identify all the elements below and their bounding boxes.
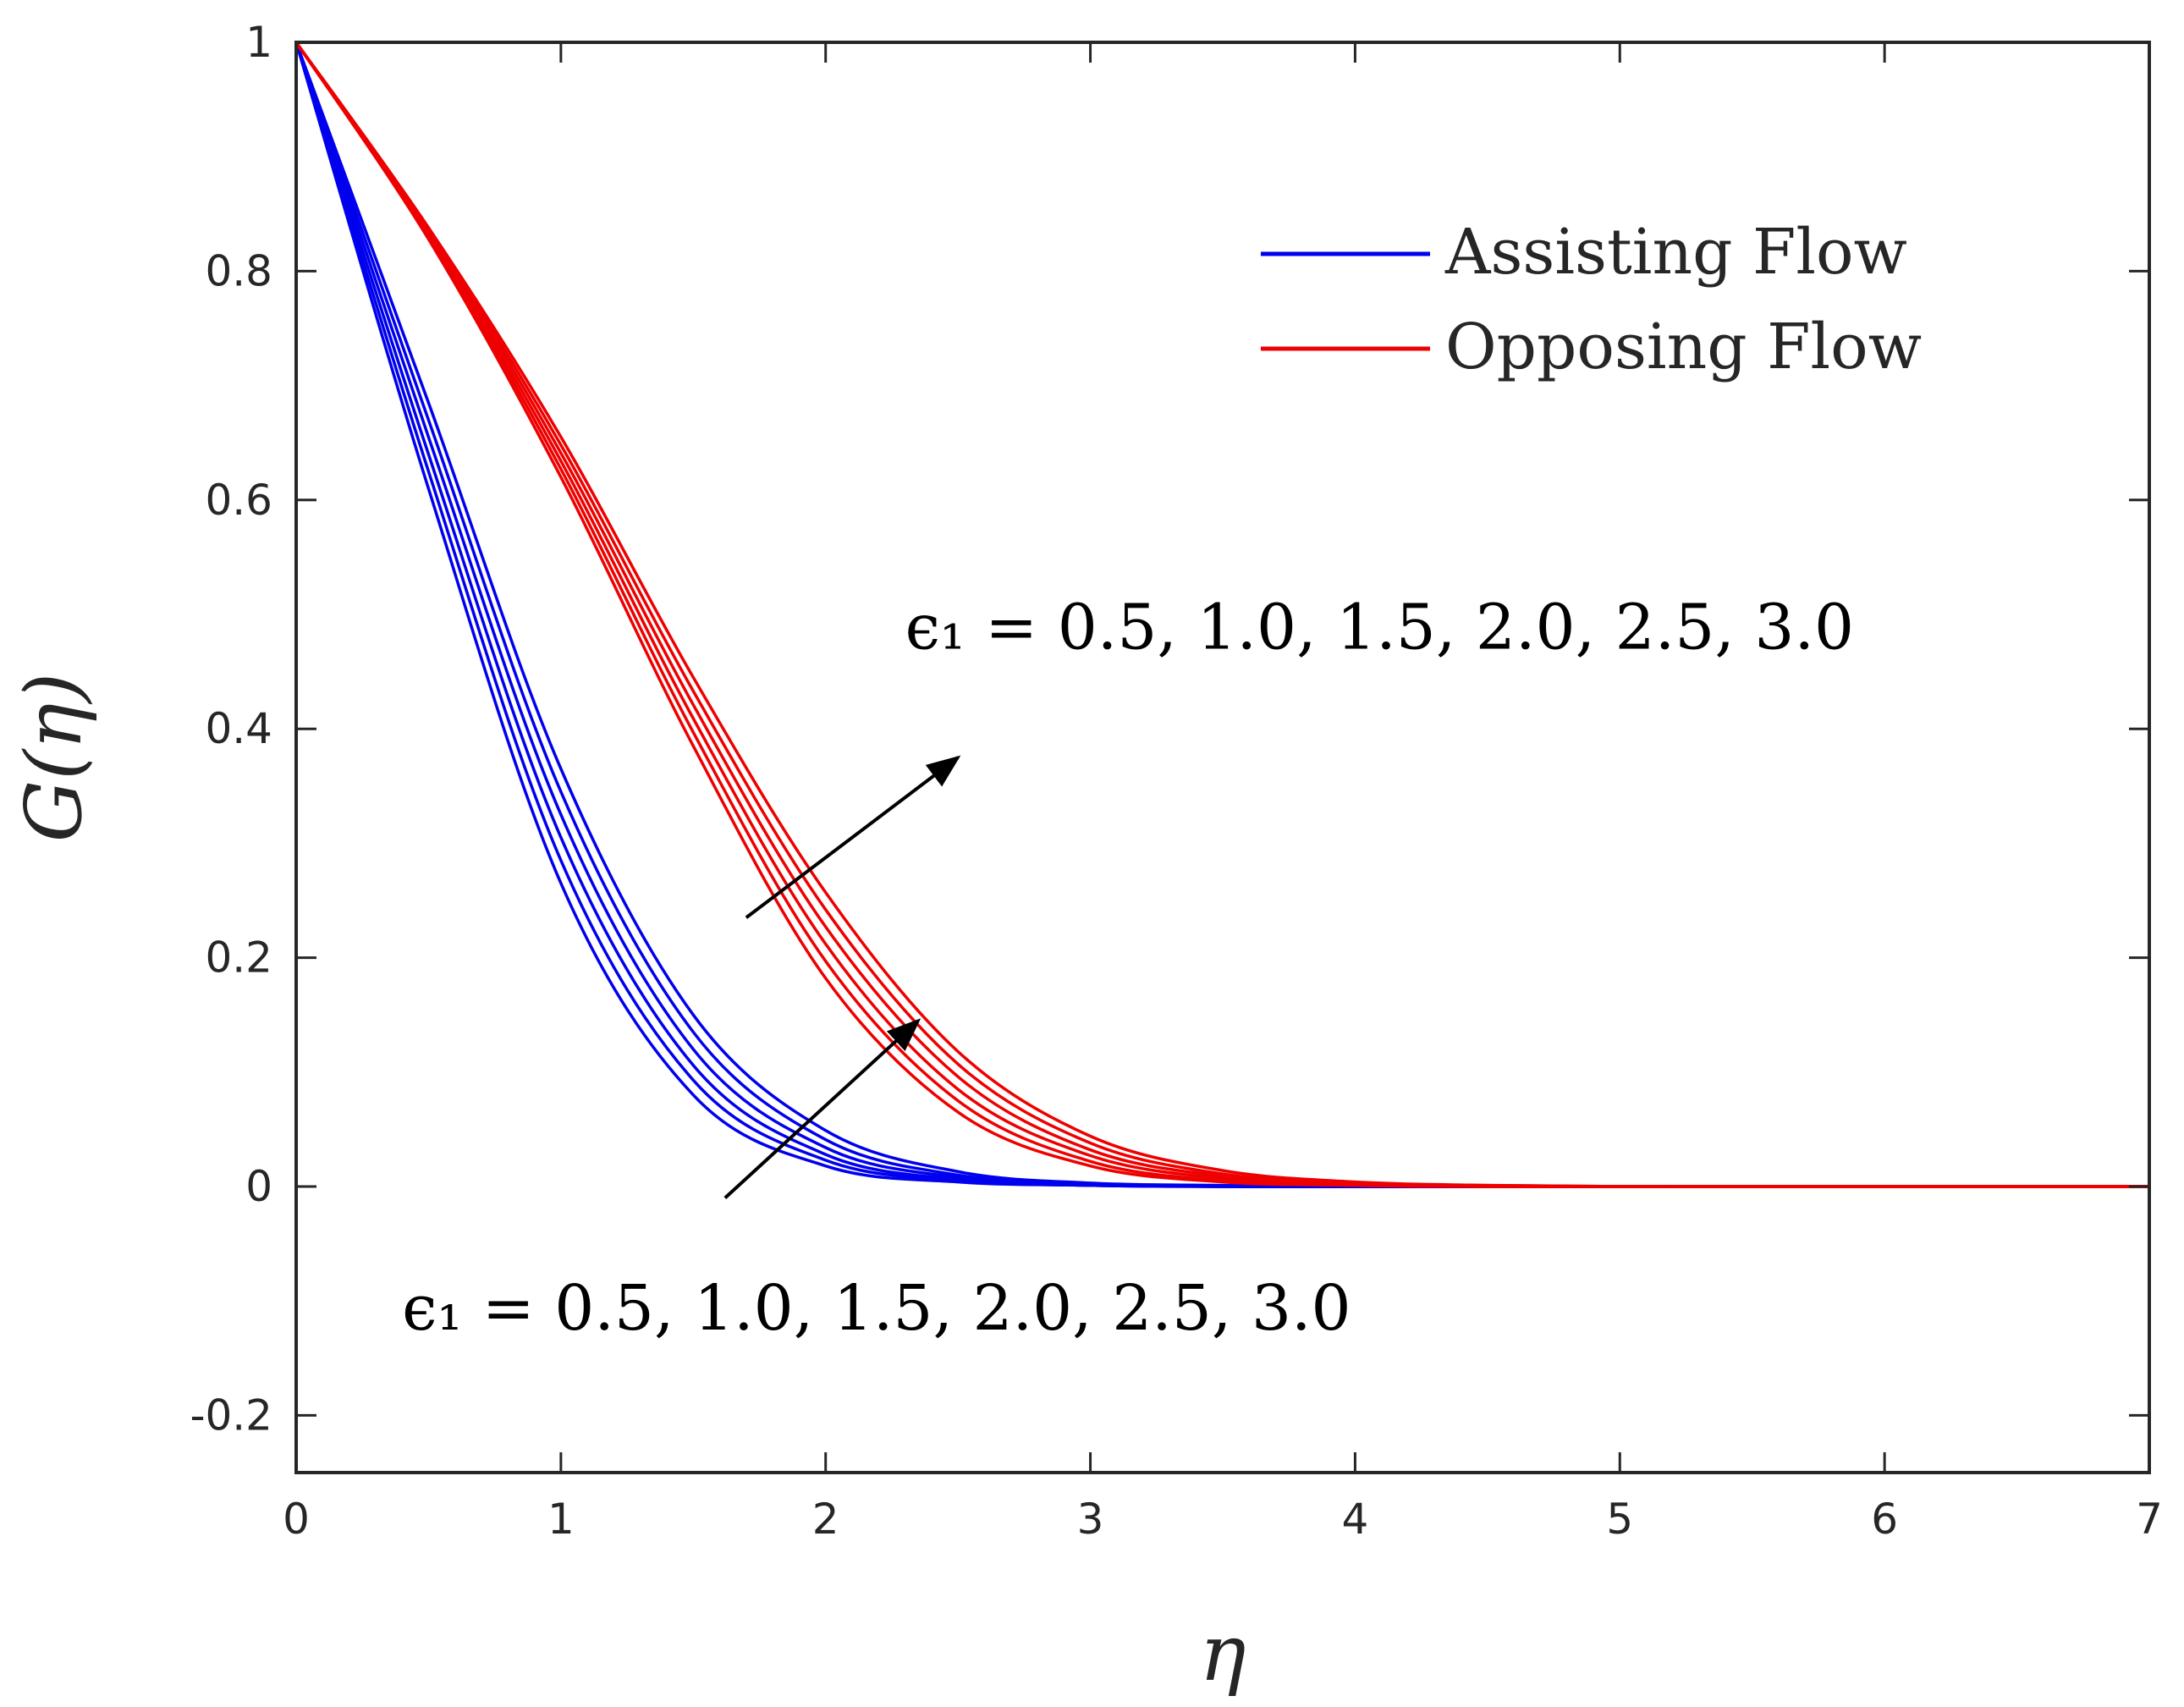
y-tick-label: 0.6 (205, 476, 272, 525)
y-tick-label: 0.8 (205, 246, 272, 295)
annotation-text-assisting: ϵ₁ = 0.5, 1.0, 1.5, 2.0, 2.5, 3.0 (402, 1272, 1351, 1345)
y-tick-label: 0 (245, 1162, 272, 1211)
series-line-opposing-6 (294, 41, 2149, 1188)
x-tick-label: 1 (547, 1495, 575, 1544)
x-tick-label: 3 (1077, 1495, 1104, 1544)
annotation-arrow-assisting (723, 1018, 921, 1199)
ticks-layer: 0 1 2 3 4 5 6 7 1 0.8 0.6 0.4 0.2 0 -0.2 (190, 18, 2162, 1544)
x-tick-label: 2 (812, 1495, 839, 1544)
series-layer (294, 41, 2149, 1188)
x-axis-label: η (1199, 1608, 1246, 1699)
y-tick-label: 1 (245, 18, 272, 67)
plot-area (296, 42, 2149, 1473)
x-tick-label: 0 (283, 1495, 310, 1544)
legend-label-assisting: Assisting Flow (1444, 216, 1907, 289)
y-axis-label: G(η) (8, 673, 99, 842)
annotations: ϵ₁ = 0.5, 1.0, 1.5, 2.0, 2.5, 3.0 ϵ₁ = 0… (402, 592, 1854, 1345)
legend-label-opposing: Opposing Flow (1445, 311, 1922, 383)
y-tick-label: 0.4 (205, 704, 272, 753)
y-tick-label: -0.2 (190, 1390, 272, 1440)
annotation-text-opposing: ϵ₁ = 0.5, 1.0, 1.5, 2.0, 2.5, 3.0 (905, 592, 1854, 664)
x-tick-label: 6 (1871, 1495, 1898, 1544)
y-tick-label: 0.2 (205, 933, 272, 983)
x-tick-label: 7 (2136, 1495, 2163, 1544)
annotation-arrow-opposing (745, 755, 961, 919)
plot-frame (294, 41, 2151, 1474)
x-tick-label: 4 (1342, 1495, 1369, 1544)
x-tick-label: 5 (1606, 1495, 1633, 1544)
legend: Assisting Flow Opposing Flow (1261, 216, 1922, 383)
